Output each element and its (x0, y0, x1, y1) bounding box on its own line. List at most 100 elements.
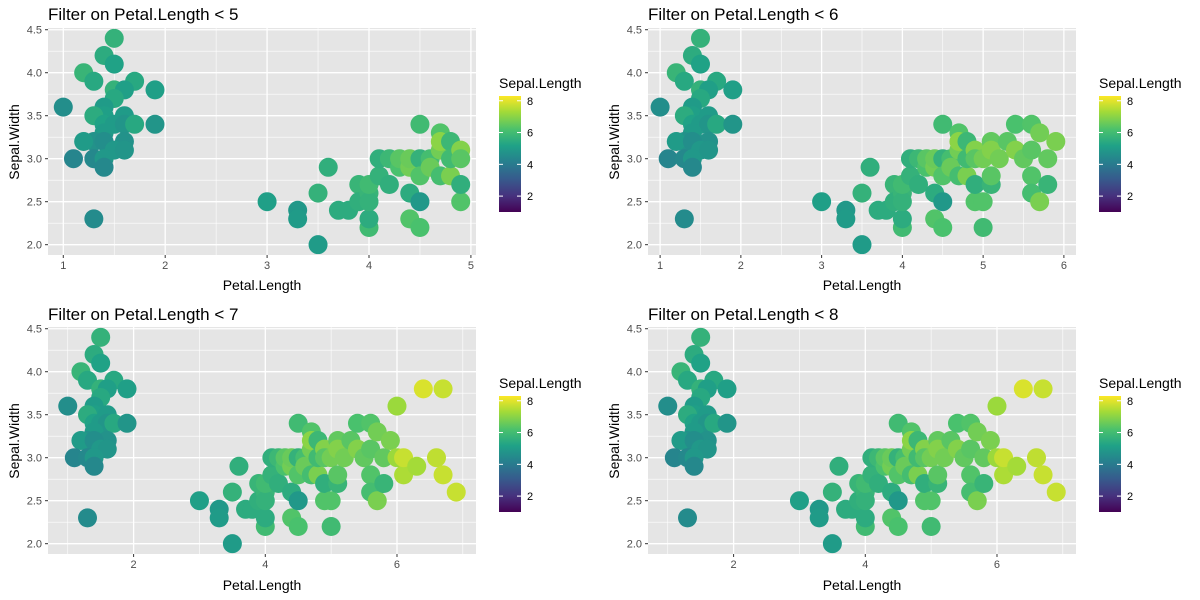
data-point (407, 456, 427, 476)
data-point (860, 157, 880, 177)
panel-1-y-axis-label: Sepal.Width (6, 104, 22, 179)
data-point (909, 174, 929, 194)
chart-panel-4: Filter on Petal.Length < 8 2 4 6 2.0 2.5 3.0… (606, 305, 1076, 593)
data-point (255, 491, 275, 511)
data-point (690, 54, 710, 74)
panel-2-x-axis-label: Petal.Length (823, 277, 902, 293)
data-point (321, 491, 341, 511)
data-point (855, 508, 875, 528)
data-point (658, 396, 678, 416)
y-tick-label: 2.0 (627, 240, 642, 252)
panel-2-y-axis-label: Sepal.Width (606, 104, 622, 179)
data-point (433, 465, 453, 485)
data-point (1046, 482, 1066, 502)
x-tick-label: 4 (262, 559, 268, 571)
legend-4-title: Sepal.Length (499, 375, 582, 391)
panel-1-points (53, 28, 471, 255)
panel-2-title: Filter on Petal.Length < 6 (648, 5, 838, 24)
data-point (104, 413, 124, 433)
data-point (359, 192, 379, 212)
y-tick-label: 3.0 (27, 154, 42, 166)
data-point (973, 192, 993, 212)
data-point (717, 379, 737, 399)
data-point (933, 192, 953, 212)
legend-tick-label: 4 (527, 459, 533, 471)
legend-1-colorbar (1099, 96, 1121, 212)
legend-tick-label: 8 (527, 396, 533, 408)
data-point (1038, 149, 1058, 169)
legend-tick-label: 8 (1127, 96, 1133, 108)
data-point (318, 157, 338, 177)
data-point (674, 209, 694, 229)
data-point (809, 508, 829, 528)
legend-tick-label: 6 (1127, 428, 1133, 440)
data-point (684, 456, 704, 476)
data-point (947, 413, 967, 433)
x-tick-label: 4 (862, 559, 868, 571)
data-point (933, 114, 953, 134)
data-point (650, 97, 670, 117)
y-tick-label: 4.0 (27, 68, 42, 80)
legend-1-ticks: 2 4 6 8 (1099, 96, 1133, 203)
data-point (836, 209, 856, 229)
data-point (91, 353, 111, 373)
data-point (321, 516, 341, 536)
legend-1: Sepal.Length 2 4 6 8 (1099, 75, 1182, 212)
data-point (446, 482, 466, 502)
panel-4-points (658, 327, 1066, 554)
data-point (53, 97, 73, 117)
data-point (104, 28, 124, 48)
data-point (682, 157, 702, 177)
y-tick-label: 3.0 (27, 453, 42, 465)
y-tick-label: 4.5 (27, 25, 42, 37)
legend-1-title: Sepal.Length (1099, 75, 1182, 91)
data-point (829, 456, 849, 476)
data-point (1046, 132, 1066, 151)
data-point (666, 132, 686, 151)
panel-4-title: Filter on Petal.Length < 8 (648, 305, 838, 324)
y-tick-label: 3.0 (627, 453, 642, 465)
data-point (1030, 123, 1050, 143)
x-tick-label: 6 (994, 559, 1000, 571)
data-point (117, 413, 137, 433)
y-tick-label: 4.5 (627, 25, 642, 37)
data-point (699, 140, 719, 160)
data-point (888, 516, 908, 536)
data-point (413, 379, 433, 399)
y-tick-label: 4.0 (627, 367, 642, 379)
data-point (222, 482, 242, 502)
data-point (71, 431, 91, 450)
data-point (981, 166, 1001, 186)
data-point (1038, 174, 1058, 194)
panel-2-points (650, 28, 1066, 255)
legend-tick-label: 4 (1127, 159, 1133, 171)
data-point (1022, 140, 1042, 160)
data-point (410, 192, 430, 212)
legend-3-ticks: 2 4 6 8 (499, 96, 533, 203)
data-point (1033, 379, 1053, 399)
data-point (374, 473, 394, 493)
data-point (288, 209, 308, 229)
y-tick-label: 3.5 (627, 410, 642, 422)
data-point (921, 516, 941, 536)
panel-3-points (58, 327, 466, 554)
x-tick-label: 3 (264, 260, 270, 272)
y-tick-label: 4.5 (627, 324, 642, 336)
legend-tick-label: 6 (527, 428, 533, 440)
panel-4-y-axis-label: Sepal.Width (606, 403, 622, 478)
data-point (229, 456, 249, 476)
legend-3-title: Sepal.Length (499, 75, 582, 91)
y-tick-label: 4.5 (27, 324, 42, 336)
legend-tick-label: 6 (1127, 128, 1133, 140)
y-tick-label: 2.5 (627, 197, 642, 209)
data-point (426, 448, 446, 468)
panel-4-x-axis-label: Petal.Length (823, 577, 902, 593)
x-tick-label: 2 (738, 260, 744, 272)
chart-panel-1: Filter on Petal.Length < 5 1 2 3 4 5 2.0 2.5 3… (6, 5, 476, 293)
x-tick-label: 4 (366, 260, 372, 272)
data-point (789, 491, 809, 511)
legend-tick-label: 2 (527, 191, 533, 203)
data-point (928, 465, 948, 485)
data-point (678, 508, 698, 528)
data-point (717, 413, 737, 433)
